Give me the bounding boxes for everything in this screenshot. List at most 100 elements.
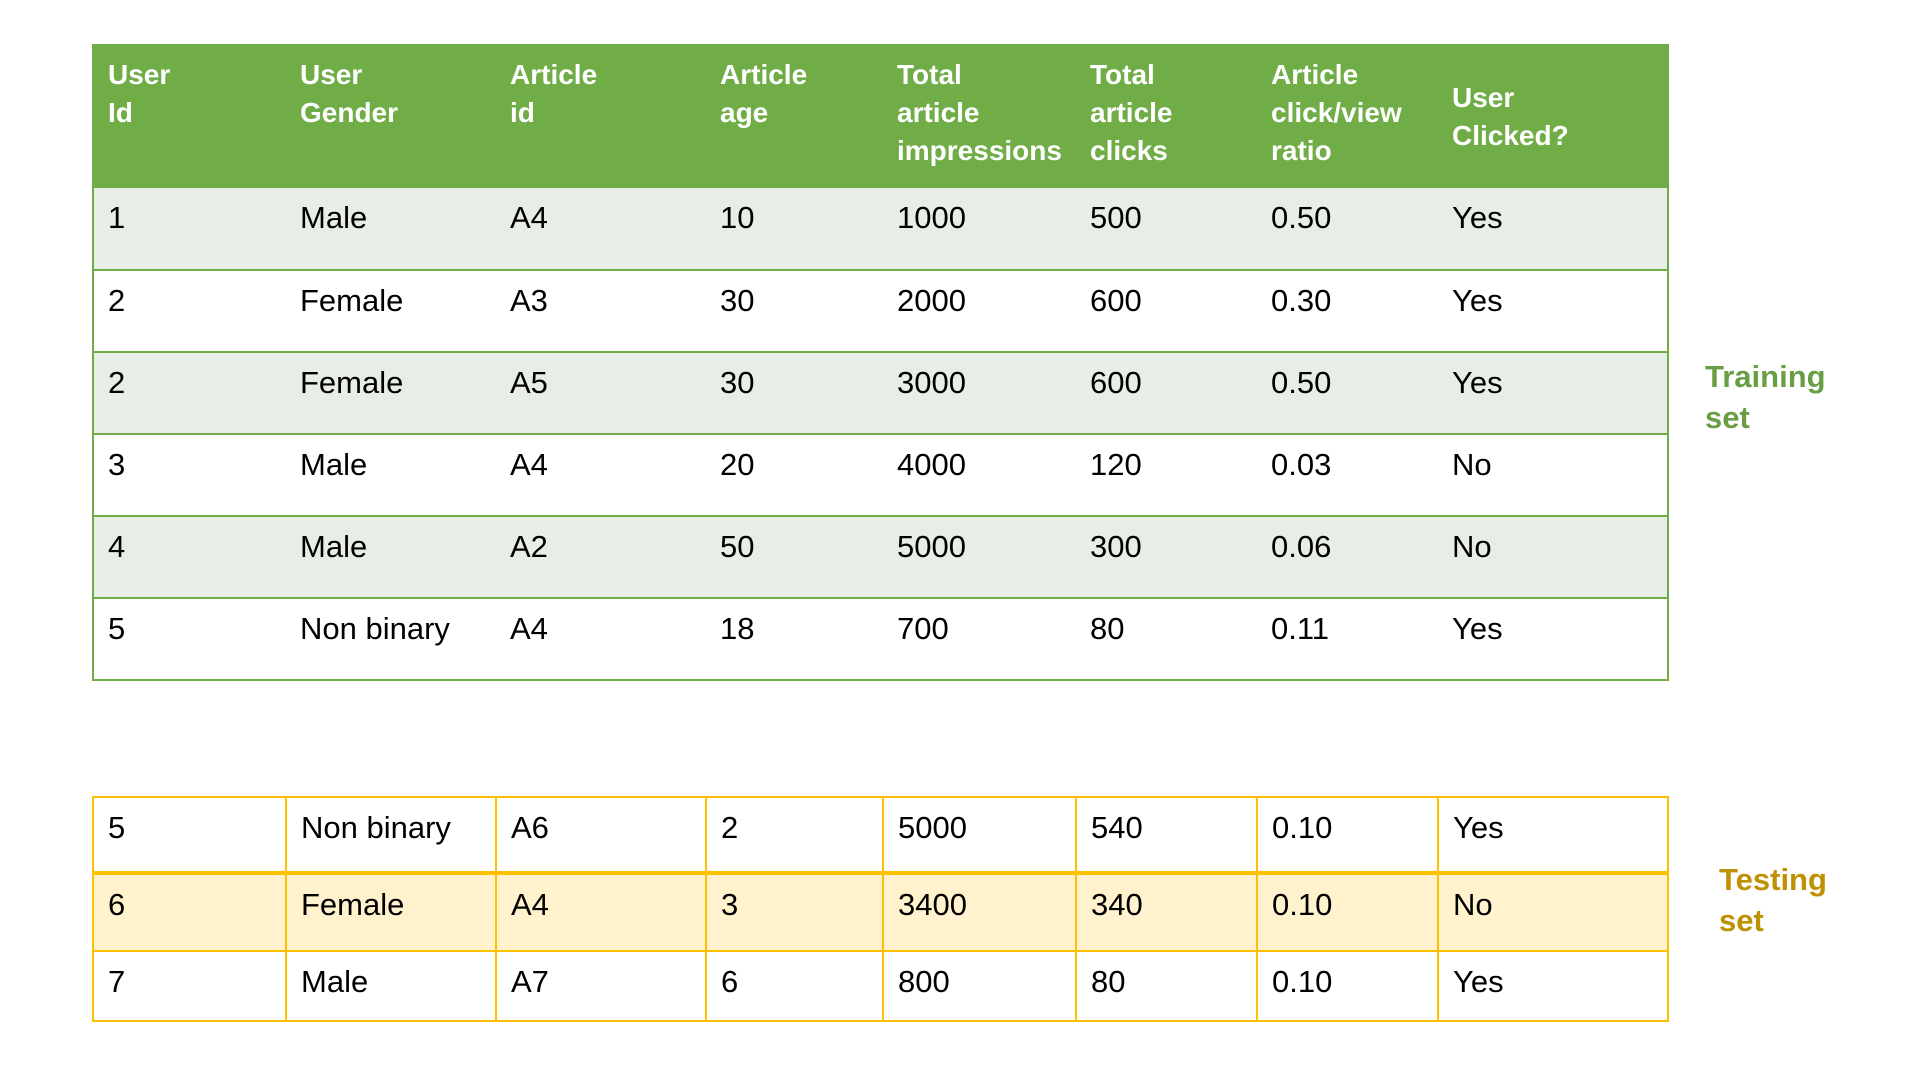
header-article-id-label: Article id <box>510 59 598 128</box>
header-user-clicked-label: User Clicked? <box>1452 82 1569 151</box>
table-row: 5 Non binary A6 2 5000 540 0.10 Yes <box>92 796 1669 874</box>
table-cell: No <box>1438 515 1668 598</box>
table-cell: 500 <box>1076 188 1257 270</box>
table-cell: 80 <box>1075 950 1258 1022</box>
table-cell: Non binary <box>286 597 496 680</box>
header-user-gender-label: User Gender <box>300 59 399 128</box>
table-cell: 700 <box>883 597 1076 680</box>
header-user-gender: User Gender <box>286 45 496 188</box>
table-cell: 30 <box>706 269 883 352</box>
table-cell: 540 <box>1075 796 1258 874</box>
table-cell: Yes <box>1437 950 1669 1022</box>
header-article-age-label: Article age <box>720 59 808 128</box>
header-user-id: User Id <box>93 45 286 188</box>
table-cell: A4 <box>496 433 706 516</box>
header-total-clicks: Total article clicks <box>1076 45 1257 188</box>
table-cell: 0.06 <box>1257 515 1438 598</box>
table-cell: 1 <box>93 188 286 270</box>
header-article-age: Article age <box>706 45 883 188</box>
table-row: 4 Male A2 50 5000 300 0.06 No <box>93 515 1668 598</box>
table-row: 1 Male A4 10 1000 500 0.50 Yes <box>93 188 1668 270</box>
table-cell: 3000 <box>883 351 1076 434</box>
testing-set-label: Testing set <box>1719 862 1827 938</box>
table-cell: 0.10 <box>1256 796 1439 874</box>
header-article-id: Article id <box>496 45 706 188</box>
table-cell: A6 <box>495 796 707 874</box>
table-cell: 0.10 <box>1256 950 1439 1022</box>
table-cell: Male <box>286 433 496 516</box>
table-cell: 6 <box>705 950 884 1022</box>
training-table: User Id User Gender Article id Article a… <box>92 44 1669 681</box>
table-cell: 600 <box>1076 351 1257 434</box>
header-user-clicked: User Clicked? <box>1438 45 1668 188</box>
table-header-row: User Id User Gender Article id Article a… <box>93 45 1668 188</box>
table-cell: 50 <box>706 515 883 598</box>
table-cell: 0.10 <box>1256 871 1439 952</box>
header-click-view-ratio: Article click/view ratio <box>1257 45 1438 188</box>
header-total-impressions: Total article impressions <box>883 45 1076 188</box>
table-cell: 3 <box>705 871 884 952</box>
table-cell: 0.30 <box>1257 269 1438 352</box>
table-cell: 80 <box>1076 597 1257 680</box>
table-cell: A3 <box>496 269 706 352</box>
table-cell: Male <box>286 188 496 270</box>
table-cell: 3 <box>93 433 286 516</box>
table-cell: 2 <box>93 351 286 434</box>
table-cell: 30 <box>706 351 883 434</box>
training-set-label: Training set <box>1705 359 1826 435</box>
table-cell: 5 <box>92 796 287 874</box>
header-total-clicks-label: Total article clicks <box>1090 59 1173 166</box>
table-cell: Yes <box>1438 188 1668 270</box>
table-cell: 2 <box>93 269 286 352</box>
table-row: 7 Male A7 6 800 80 0.10 Yes <box>92 950 1669 1022</box>
table-cell: 10 <box>706 188 883 270</box>
table-cell: A2 <box>496 515 706 598</box>
table-cell: 1000 <box>883 188 1076 270</box>
table-cell: Yes <box>1437 796 1669 874</box>
table-cell: 20 <box>706 433 883 516</box>
table-cell: 2 <box>705 796 884 874</box>
table-cell: No <box>1437 871 1669 952</box>
table-cell: Female <box>286 269 496 352</box>
table-cell: Yes <box>1438 597 1668 680</box>
table-cell: 300 <box>1076 515 1257 598</box>
table-cell: Female <box>285 871 497 952</box>
table-row: 3 Male A4 20 4000 120 0.03 No <box>93 433 1668 516</box>
table-row: 5 Non binary A4 18 700 80 0.11 Yes <box>93 597 1668 680</box>
table-cell: Yes <box>1438 351 1668 434</box>
table-cell: 340 <box>1075 871 1258 952</box>
header-total-impressions-label: Total article impressions <box>897 59 1062 166</box>
header-user-id-label: User Id <box>108 59 171 128</box>
table-cell: 18 <box>706 597 883 680</box>
table-cell: Female <box>286 351 496 434</box>
table-cell: 0.03 <box>1257 433 1438 516</box>
table-cell: A4 <box>495 871 707 952</box>
table-cell: 800 <box>882 950 1077 1022</box>
table-cell: 4000 <box>883 433 1076 516</box>
table-cell: 0.11 <box>1257 597 1438 680</box>
table-cell: No <box>1438 433 1668 516</box>
table-row: 6 Female A4 3 3400 340 0.10 No <box>92 871 1669 952</box>
table-cell: A4 <box>496 188 706 270</box>
table-cell: 120 <box>1076 433 1257 516</box>
table-cell: Male <box>286 515 496 598</box>
testing-table: 5 Non binary A6 2 5000 540 0.10 Yes 6 Female A4 3 34… <box>92 796 1669 1022</box>
table-cell: 0.50 <box>1257 351 1438 434</box>
table-cell: 5000 <box>882 796 1077 874</box>
table-row: 2 Female A3 30 2000 600 0.30 Yes <box>93 269 1668 352</box>
table-cell: 2000 <box>883 269 1076 352</box>
table-cell: 3400 <box>882 871 1077 952</box>
table-cell: 600 <box>1076 269 1257 352</box>
table-cell: 5000 <box>883 515 1076 598</box>
header-click-view-ratio-label: Article click/view ratio <box>1271 59 1402 166</box>
table-cell: A4 <box>496 597 706 680</box>
table-cell: 6 <box>92 871 287 952</box>
table-cell: 5 <box>93 597 286 680</box>
table-row: 2 Female A5 30 3000 600 0.50 Yes <box>93 351 1668 434</box>
table-cell: 0.50 <box>1257 188 1438 270</box>
table-cell: Yes <box>1438 269 1668 352</box>
table-cell: Non binary <box>285 796 497 874</box>
table-cell: A5 <box>496 351 706 434</box>
table-cell: Male <box>285 950 497 1022</box>
table-cell: 7 <box>92 950 287 1022</box>
